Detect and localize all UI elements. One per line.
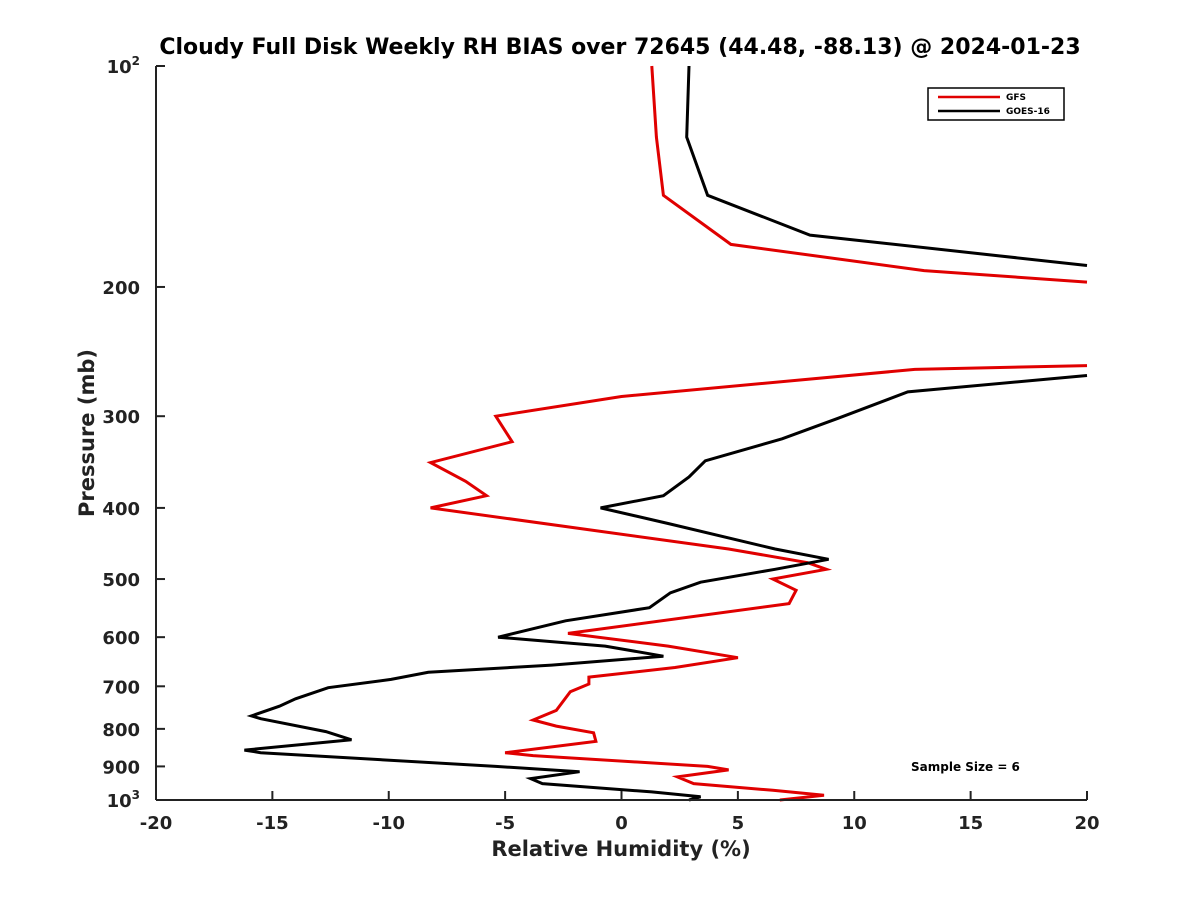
x-tick-label: -5 [495, 813, 515, 834]
legend-label-gfs: GFS [1006, 93, 1026, 103]
legend-label-goes16: GOES-16 [1006, 107, 1050, 117]
y-tick-label: 400 [102, 499, 140, 520]
x-tick-label: 10 [842, 813, 867, 834]
legend-box [927, 87, 1065, 121]
x-axis-label: Relative Humidity (%) [491, 837, 750, 861]
y-ticks: 102 200 300 400 500 600 700 800 900 103 [102, 54, 165, 812]
x-tick-label: 20 [1074, 813, 1099, 834]
series-line-gfs [426, 65, 1088, 802]
x-tick-label: -20 [140, 813, 173, 834]
x-tick-label: 15 [958, 813, 983, 834]
x-tick-label: 0 [615, 813, 628, 834]
y-tick-label: 300 [102, 407, 140, 428]
x-tick-label: 5 [732, 813, 745, 834]
axes [155, 66, 1087, 801]
y-tick-label: 700 [102, 677, 140, 698]
y-tick-label: 102 [107, 54, 140, 78]
y-tick-label: 900 [102, 757, 140, 778]
x-tick-label: -10 [372, 813, 405, 834]
chart-title: Cloudy Full Disk Weekly RH BIAS over 726… [159, 35, 1080, 60]
y-tick-label: 500 [102, 570, 140, 591]
y-tick-label: 200 [102, 278, 140, 299]
legend: GFS GOES-16 [927, 87, 1065, 121]
x-tick-label: -15 [256, 813, 289, 834]
sample-size-annotation: Sample Size = 6 [911, 760, 1020, 774]
series-line-goes16 [244, 65, 1088, 802]
plot-lines [244, 65, 1088, 802]
y-tick-label: 103 [107, 788, 140, 812]
y-tick-label: 800 [102, 720, 140, 741]
y-tick-label: 600 [102, 628, 140, 649]
x-ticks: -20 -15 -10 -5 0 5 10 15 20 [140, 791, 1100, 834]
y-axis-label: Pressure (mb) [75, 349, 99, 517]
